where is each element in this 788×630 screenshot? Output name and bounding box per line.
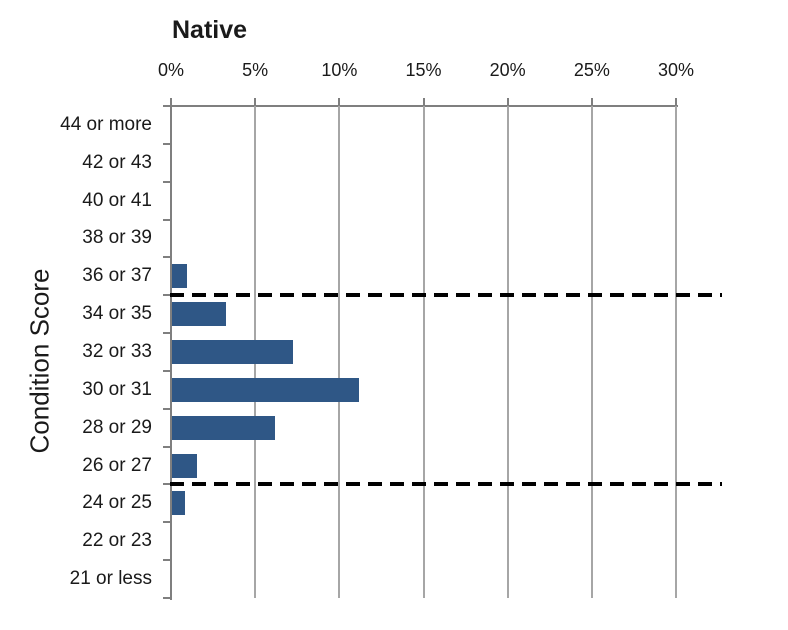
- category-label: 42 or 43: [82, 151, 152, 173]
- category-label: 28 or 29: [82, 416, 152, 438]
- left-tick-mark: [163, 483, 170, 486]
- top-tick-mark: [422, 98, 425, 105]
- gridline: [338, 106, 341, 598]
- dashed-reference-line: [170, 482, 722, 487]
- left-tick-mark: [163, 218, 170, 221]
- chart-title: Native: [172, 16, 248, 44]
- category-label: 24 or 25: [82, 492, 152, 514]
- x-tick-label: 25%: [573, 60, 610, 80]
- x-tick-label: 10%: [321, 60, 358, 80]
- bar: [172, 377, 359, 402]
- bar: [172, 302, 226, 327]
- left-tick-mark: [163, 180, 170, 183]
- x-tick-label: 15%: [405, 60, 442, 80]
- gridline: [590, 106, 593, 598]
- category-label: 22 or 23: [82, 530, 152, 552]
- left-tick-mark: [163, 142, 170, 145]
- category-label: 34 or 35: [82, 303, 152, 325]
- left-tick-mark: [163, 105, 170, 107]
- left-tick-mark: [163, 294, 170, 297]
- category-label: 40 or 41: [82, 189, 152, 211]
- left-tick-mark: [163, 256, 170, 259]
- y-axis-line: [170, 106, 172, 600]
- left-tick-mark: [163, 407, 170, 410]
- bar: [172, 415, 275, 440]
- gridline: [506, 106, 509, 598]
- top-tick-mark: [506, 98, 509, 105]
- x-tick-label: 30%: [657, 60, 695, 80]
- category-label: 26 or 27: [82, 454, 152, 476]
- bar: [172, 340, 294, 364]
- gridline: [675, 106, 677, 598]
- x-tick-label: 5%: [242, 60, 269, 80]
- x-tick-label: 0%: [157, 60, 185, 80]
- top-tick-mark: [590, 98, 593, 105]
- left-tick-mark: [163, 332, 170, 335]
- bar: [172, 491, 186, 516]
- dashed-reference-line: [170, 293, 722, 298]
- top-tick-mark: [170, 98, 172, 105]
- category-label: 30 or 31: [82, 378, 152, 400]
- category-label: 21 or less: [69, 568, 152, 590]
- gridline: [422, 106, 425, 598]
- category-label: 44 or more: [60, 113, 152, 135]
- left-tick-mark: [163, 597, 170, 599]
- top-tick-mark: [338, 98, 341, 105]
- category-label: 38 or 39: [82, 227, 152, 249]
- left-tick-mark: [163, 369, 170, 372]
- bar: [172, 264, 188, 289]
- top-tick-mark: [254, 98, 257, 105]
- left-tick-mark: [163, 521, 170, 524]
- left-tick-mark: [163, 445, 170, 448]
- left-tick-mark: [163, 559, 170, 562]
- category-label: 36 or 37: [82, 265, 152, 287]
- bar: [172, 453, 198, 478]
- x-tick-label: 20%: [489, 60, 526, 80]
- top-tick-mark: [675, 98, 677, 105]
- category-label: 32 or 33: [82, 341, 152, 362]
